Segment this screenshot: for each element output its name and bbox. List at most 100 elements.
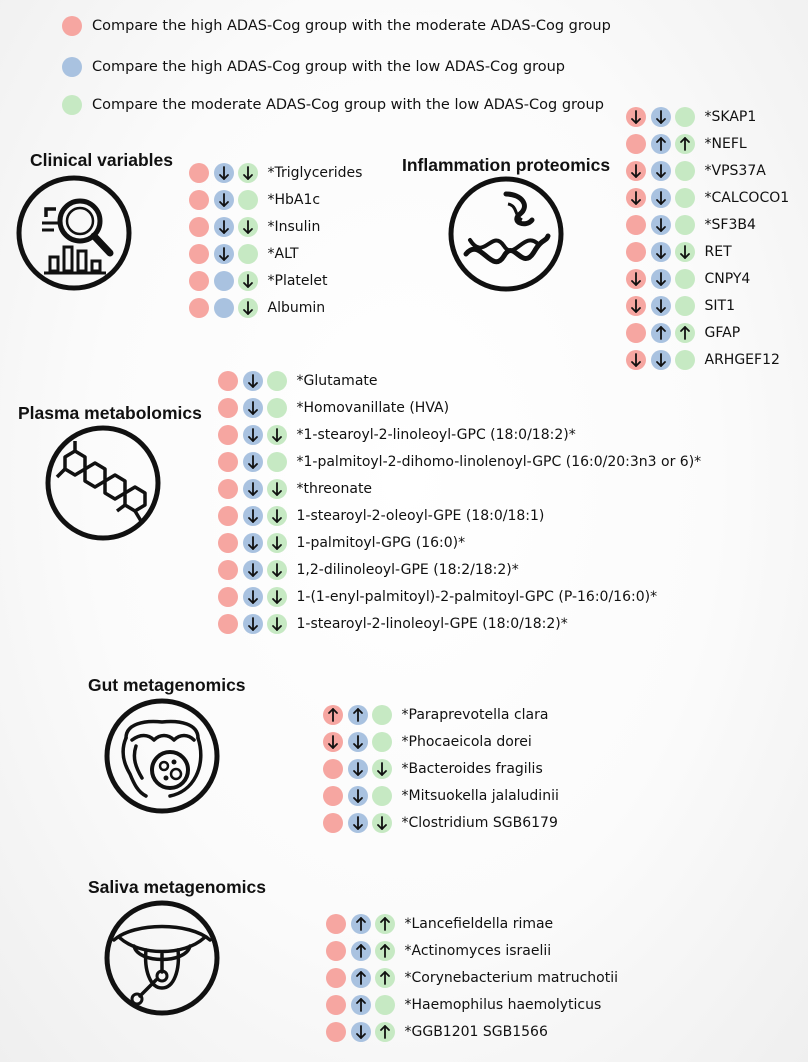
high-vs-moderate-indicator: [626, 133, 646, 154]
high-vs-moderate-indicator: [218, 559, 238, 580]
row-label: *Paraprevotella clara: [401, 706, 549, 723]
high-vs-moderate-indicator: [326, 994, 346, 1015]
high-vs-low-indicator-down: [347, 812, 368, 833]
moderate-vs-low-indicator-up: [375, 913, 395, 934]
high-vs-low-indicator-down: [242, 559, 263, 580]
high-vs-moderate-indicator: [218, 478, 238, 499]
arrow-down-icon: [247, 616, 258, 631]
moderate-vs-low-indicator-down: [267, 532, 287, 553]
high-vs-moderate-indicator: [189, 189, 209, 210]
row-label: *Bacteroides fragilis: [401, 760, 543, 777]
table-row: 1-(1-enyl-palmitoyl)-2-palmitoyl-GPC (P-…: [218, 583, 657, 610]
arrow-down-icon: [272, 616, 282, 631]
arrow-down-icon: [655, 109, 666, 124]
moderate-vs-low-indicator-up: [375, 1021, 395, 1042]
moderate-vs-low-indicator: [267, 370, 287, 391]
table-row: *Mitsuokella jalaludinii: [323, 782, 559, 809]
row-label: *Phocaeicola dorei: [401, 733, 532, 750]
arrow-up-icon: [380, 1024, 390, 1039]
row-label: SIT1: [704, 297, 735, 314]
high-vs-moderate-indicator: [218, 613, 238, 634]
table-row: *Actinomyces israelii: [326, 937, 551, 964]
table-row: *ALT: [189, 240, 299, 267]
arrow-down-icon: [247, 535, 258, 550]
legend-dot-green: [62, 95, 82, 115]
table-row: *1-palmitoyl-2-dihomo-linolenoyl-GPC (16…: [218, 448, 701, 475]
row-label: 1-palmitoyl-GPG (16:0)*: [296, 534, 466, 551]
row-label: Albumin: [267, 299, 326, 316]
moderate-vs-low-indicator-up: [675, 322, 695, 343]
high-vs-moderate-indicator: [218, 532, 238, 553]
row-label: *Insulin: [267, 218, 321, 235]
arrow-down-icon: [247, 427, 258, 442]
table-row: RET: [626, 238, 732, 265]
section-title-inflammation: Inflammation proteomics: [402, 155, 611, 175]
high-vs-moderate-indicator: [626, 214, 646, 235]
moderate-vs-low-indicator-down: [238, 270, 258, 291]
moderate-vs-low-indicator: [372, 704, 392, 725]
arrow-down-icon: [631, 298, 641, 313]
moderate-vs-low-indicator-down: [267, 613, 287, 634]
table-row: CNPY4: [626, 265, 750, 292]
row-label: *threonate: [296, 480, 373, 497]
moderate-vs-low-indicator: [675, 187, 695, 208]
table-row: *1-stearoyl-2-linoleoyl-GPC (18:0/18:2)*: [218, 421, 576, 448]
arrow-up-icon: [380, 916, 390, 931]
row-label: *1-palmitoyl-2-dihomo-linolenoyl-GPC (16…: [296, 453, 702, 470]
arrow-down-icon: [272, 427, 282, 442]
arrow-down-icon: [247, 481, 258, 496]
high-vs-moderate-indicator: [218, 586, 238, 607]
high-vs-low-indicator: [213, 270, 234, 291]
table-row: 1,2-dilinoleoyl-GPE (18:2/18:2)*: [218, 556, 519, 583]
arrow-down-icon: [243, 273, 253, 288]
table-row: *SF3B4: [626, 211, 756, 238]
high-vs-moderate-indicator: [326, 940, 346, 961]
moderate-vs-low-indicator: [372, 785, 392, 806]
high-vs-moderate-indicator-down: [626, 349, 646, 370]
table-row: *Homovanillate (HVA): [218, 394, 449, 421]
table-row: *Phocaeicola dorei: [323, 728, 532, 755]
high-vs-low-indicator-down: [650, 268, 671, 289]
moderate-vs-low-indicator-up: [675, 133, 695, 154]
high-vs-low-indicator-down: [650, 241, 671, 262]
high-vs-moderate-indicator: [218, 397, 238, 418]
table-row: *CALCOCO1: [626, 184, 789, 211]
row-label: *Lancefieldella rimae: [404, 915, 554, 932]
row-label: *Mitsuokella jalaludinii: [401, 787, 559, 804]
moderate-vs-low-indicator: [238, 243, 258, 264]
high-vs-moderate-indicator: [326, 913, 346, 934]
high-vs-low-indicator-down: [242, 370, 263, 391]
arrow-up-icon: [655, 136, 666, 151]
moderate-vs-low-indicator: [375, 994, 395, 1015]
arrow-down-icon: [631, 271, 641, 286]
high-vs-moderate-indicator-down: [626, 160, 646, 181]
arrow-down-icon: [377, 761, 387, 776]
moderate-vs-low-indicator-down: [238, 297, 258, 318]
high-vs-moderate-indicator: [323, 812, 343, 833]
legend-item-moderate-vs-low: Compare the moderate ADAS-Cog group with…: [62, 94, 604, 116]
table-row: *Platelet: [189, 267, 328, 294]
row-label: *HbA1c: [267, 191, 321, 208]
high-vs-low-indicator-down: [242, 424, 263, 445]
high-vs-moderate-indicator: [218, 451, 238, 472]
high-vs-moderate-indicator: [189, 297, 209, 318]
table-row: Albumin: [189, 294, 325, 321]
high-vs-moderate-indicator: [626, 241, 646, 262]
moderate-vs-low-indicator: [675, 214, 695, 235]
table-row: 1-stearoyl-2-oleoyl-GPE (18:0/18:1): [218, 502, 544, 529]
legend-dot-blue: [62, 57, 82, 77]
arrow-down-icon: [352, 761, 363, 776]
row-label: 1-stearoyl-2-linoleoyl-GPE (18:0/18:2)*: [296, 615, 568, 632]
arrow-up-icon: [355, 970, 366, 985]
row-label: CNPY4: [704, 270, 751, 287]
arrow-down-icon: [243, 300, 253, 315]
moderate-vs-low-indicator: [675, 160, 695, 181]
molecule-icon: [45, 425, 161, 541]
arrow-down-icon: [352, 788, 363, 803]
high-vs-moderate-indicator: [218, 370, 238, 391]
arrow-down-icon: [247, 562, 258, 577]
table-row: *HbA1c: [189, 186, 320, 213]
table-row: *Paraprevotella clara: [323, 701, 548, 728]
high-vs-low-indicator-down: [347, 731, 368, 752]
arrow-down-icon: [247, 373, 258, 388]
